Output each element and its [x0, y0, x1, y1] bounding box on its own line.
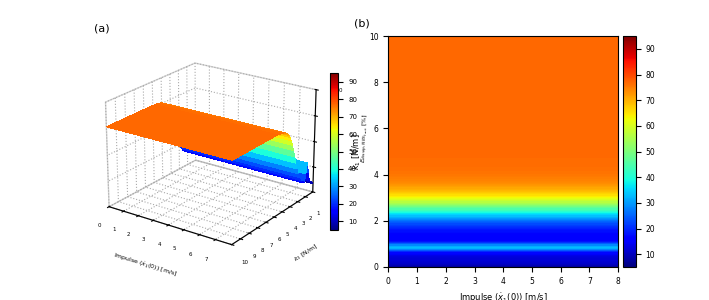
Text: (a): (a) [94, 23, 109, 33]
Y-axis label: $k_1$ [N/m]: $k_1$ [N/m] [351, 133, 364, 170]
X-axis label: Impulse ($\dot{x}_1(0)$) [m/s]: Impulse ($\dot{x}_1(0)$) [m/s] [459, 291, 547, 300]
Text: (b): (b) [354, 19, 369, 29]
X-axis label: Impulse ($\dot{x}_1(0)$) [m/s]: Impulse ($\dot{x}_1(0)$) [m/s] [112, 251, 179, 280]
Y-axis label: $k_1$ [N/m]: $k_1$ [N/m] [292, 242, 320, 264]
